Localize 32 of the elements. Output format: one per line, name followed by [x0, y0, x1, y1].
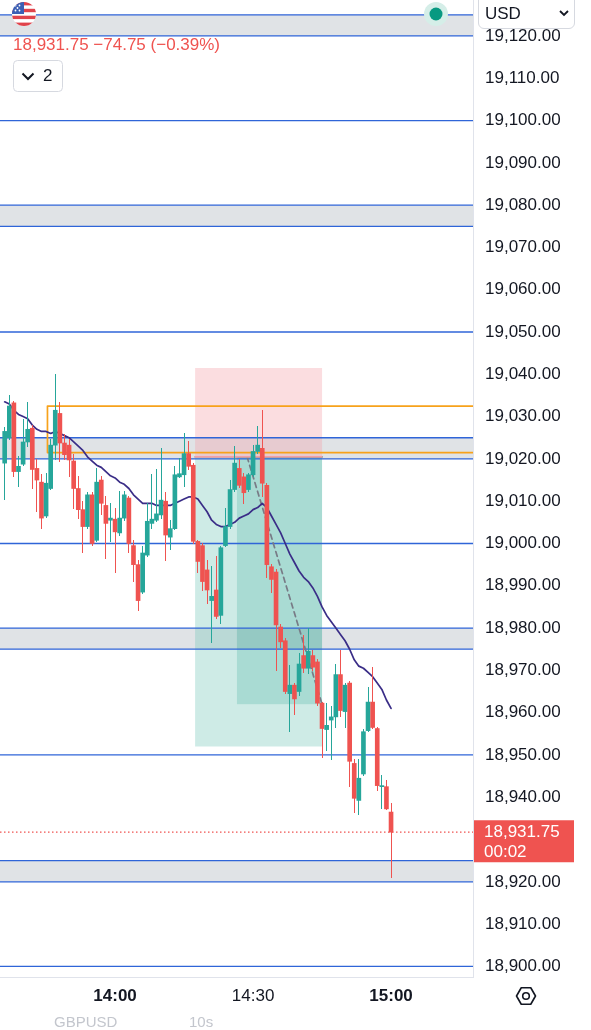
y-tick-label: 18,970.00 [485, 660, 561, 680]
y-tick-label: 18,910.00 [485, 913, 561, 933]
y-tick-label: 19,010.00 [485, 490, 561, 510]
y-tick-label: 19,050.00 [485, 321, 561, 341]
text: USD [485, 4, 521, 24]
y-tick-label: 19,030.00 [485, 406, 561, 426]
text: 00:02 [484, 841, 527, 861]
text: 18,931.75 −74.75 (−0.39%) [13, 35, 220, 55]
x-tick-label: 14:00 [93, 985, 137, 1005]
y-tick-label: 19,060.00 [485, 279, 561, 299]
y-tick-label: 18,950.00 [485, 744, 561, 764]
y-tick-label: 18,980.00 [485, 617, 561, 637]
x-tick-label: 14:30 [231, 985, 275, 1005]
text: 10s [189, 1013, 214, 1030]
y-tick-label: 19,020.00 [485, 448, 561, 468]
y-tick-label: 19,070.00 [485, 237, 561, 257]
y-tick-label: 18,990.00 [485, 575, 561, 595]
x-tick-label: 15:00 [369, 985, 413, 1005]
text: GBPUSD [54, 1013, 118, 1030]
y-tick-label: 18,960.00 [485, 702, 561, 722]
y-tick-label: 19,120.00 [485, 25, 561, 45]
y-tick-label: 19,090.00 [485, 152, 561, 172]
annotation: 2 [43, 66, 53, 86]
ref-line-label: 18,931.75 [484, 821, 560, 841]
y-tick-label: 19,000.00 [485, 533, 561, 553]
y-tick-label: 19,100.00 [485, 110, 561, 130]
y-tick-label: 18,900.00 [485, 956, 561, 976]
y-tick-label: 18,940.00 [485, 786, 561, 806]
y-tick-label: 19,110.00 [485, 67, 560, 87]
y-tick-label: 19,080.00 [485, 194, 561, 214]
y-tick-label: 19,040.00 [485, 363, 561, 383]
y-tick-label: 18,920.00 [485, 871, 561, 891]
